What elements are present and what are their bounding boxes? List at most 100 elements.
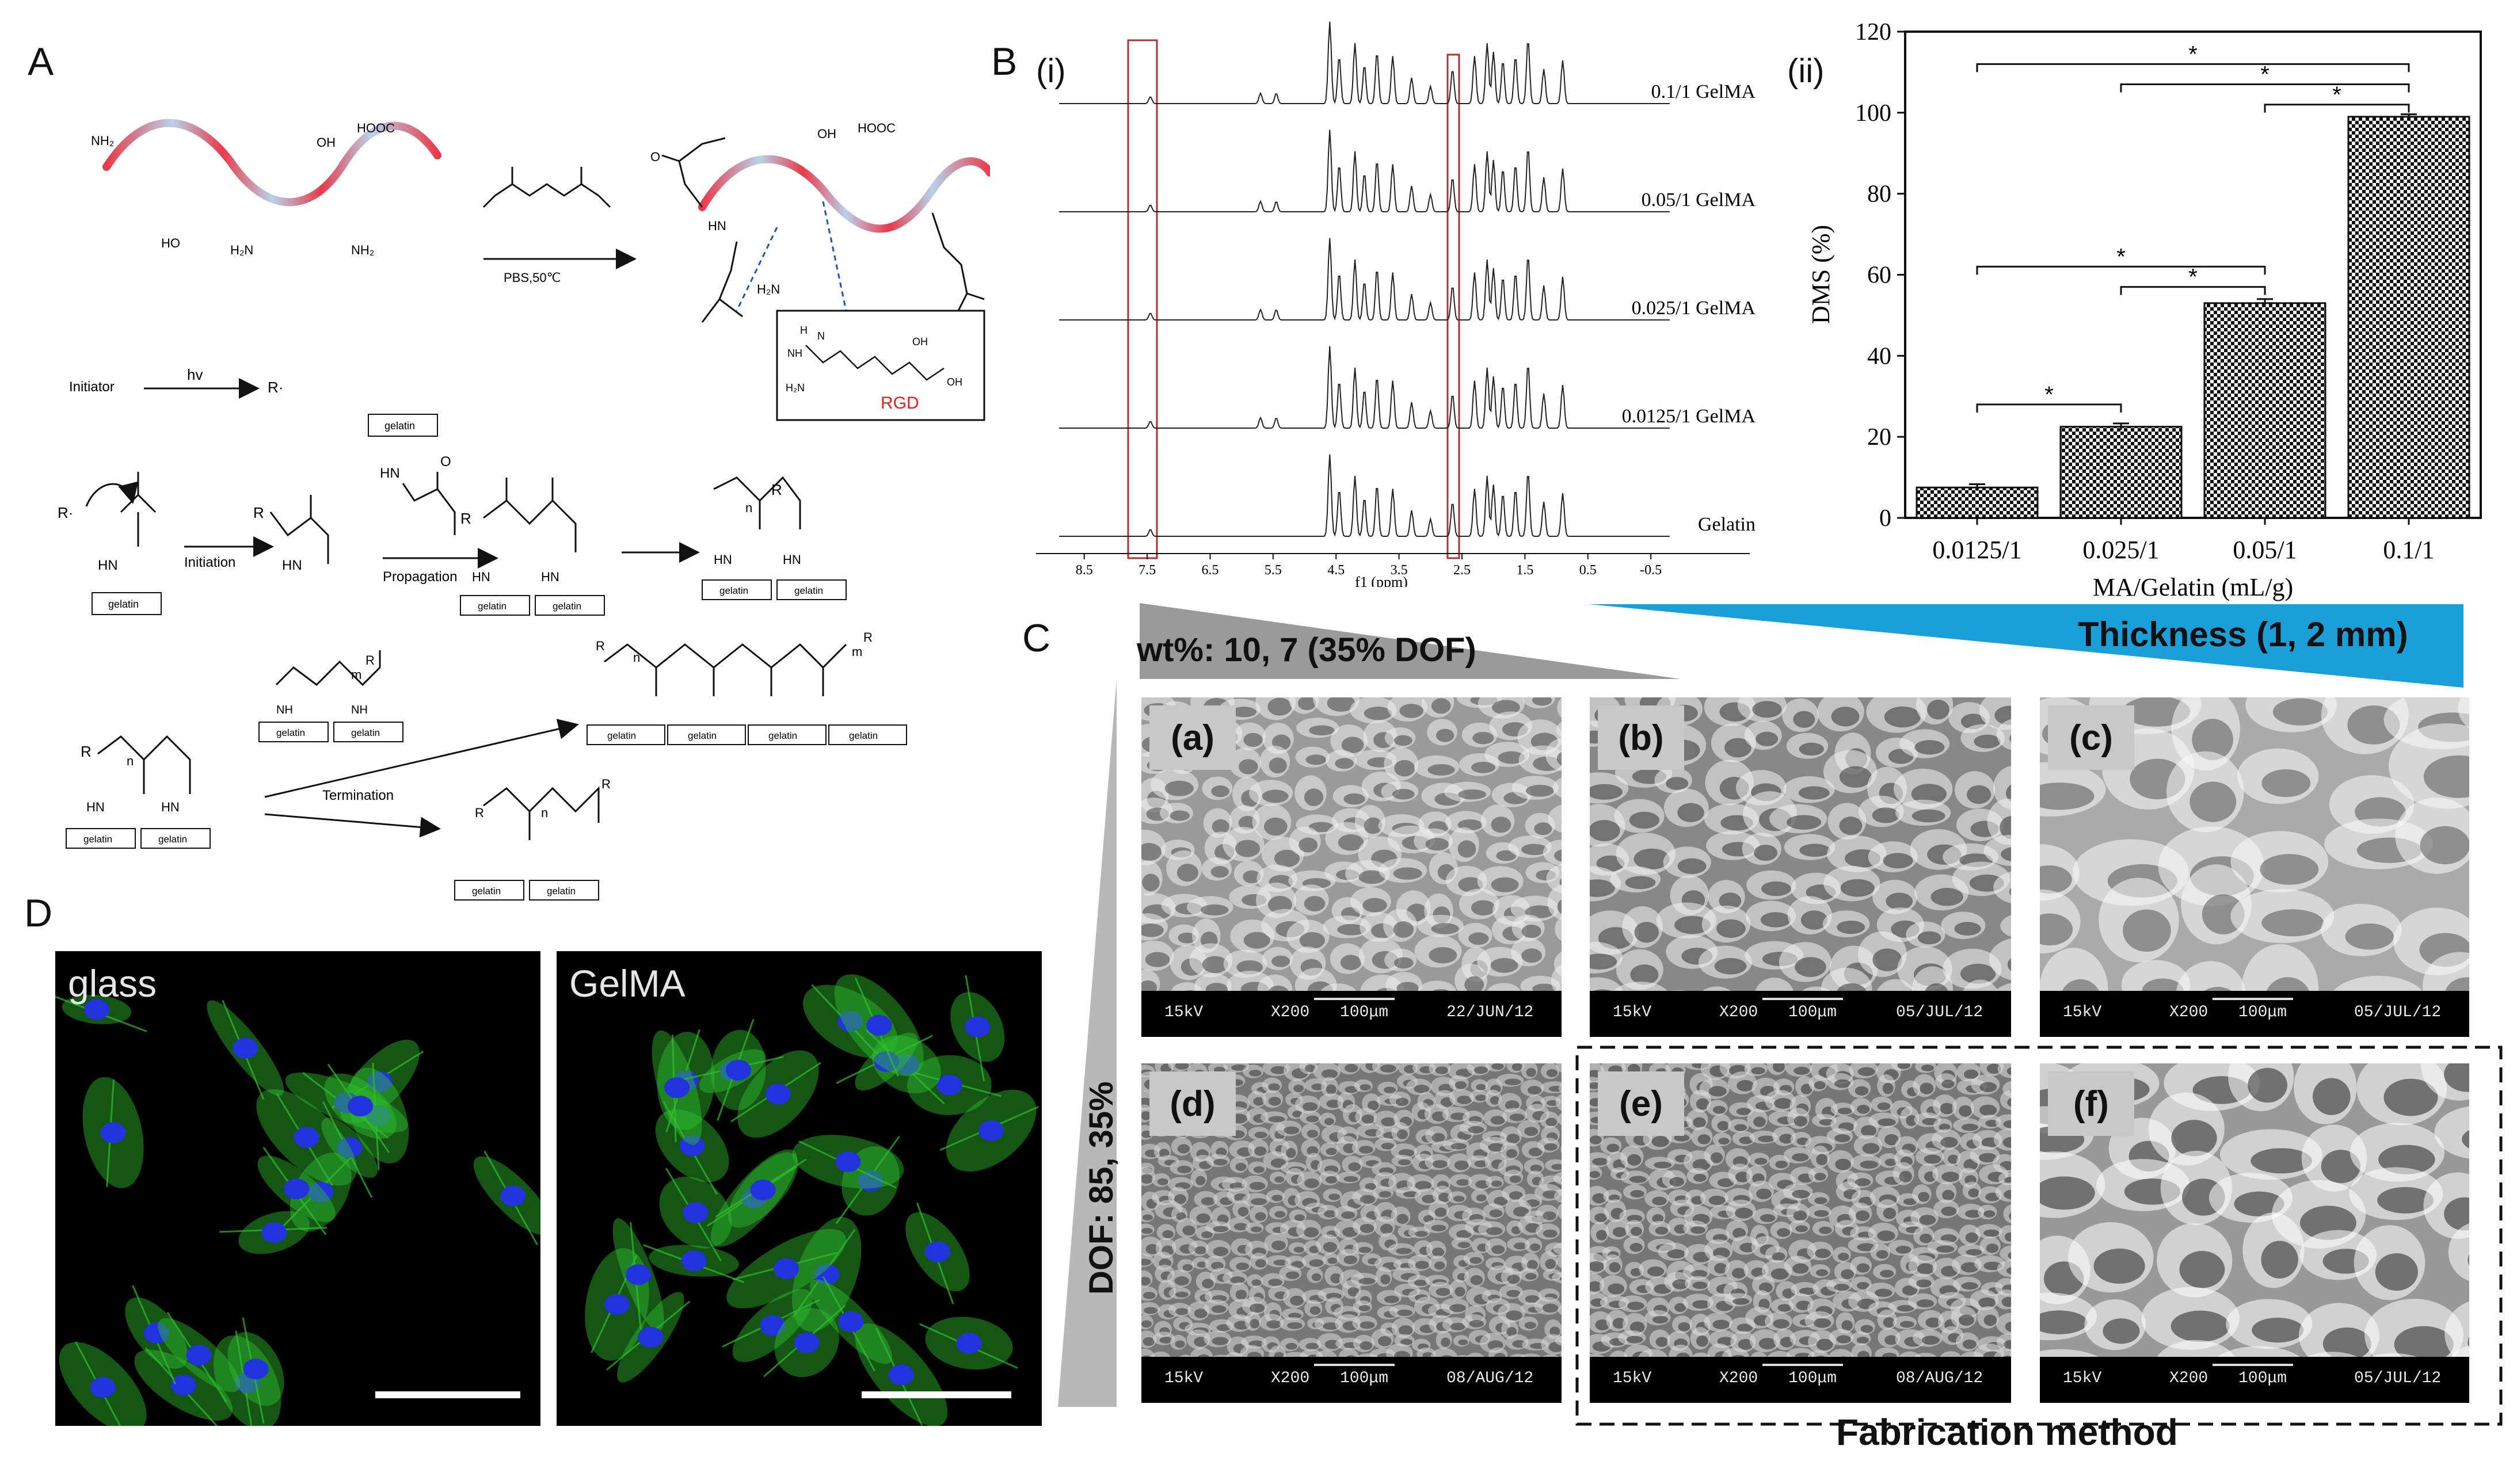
nucleus — [894, 1054, 920, 1075]
gelatin-box-10: gelatin — [158, 834, 187, 845]
sem-mag: X200 — [1271, 1369, 1310, 1387]
sem-tag: (a) — [1149, 705, 1236, 770]
y-tick-label: 120 — [1855, 19, 1891, 45]
nucleus — [924, 1241, 950, 1262]
gelatin-box-12: gelatin — [688, 730, 717, 741]
initiation-label: Initiation — [184, 555, 235, 570]
dms-bar-chart: 0 20 40 60 80 100 120 0.0125/1 0.025/1 0.05/1 0.1… — [1807, 19, 2482, 601]
o-label: O — [650, 150, 660, 164]
nucleus — [261, 1222, 287, 1243]
n-1: n — [745, 501, 752, 515]
significance-bracket — [2120, 286, 2266, 295]
sem-info-bar: 15kV X200 100μm 08/AUG/12 — [1141, 1357, 1562, 1403]
r-2: R — [460, 510, 471, 527]
nmr-x-tick-label: 8.5 — [1076, 563, 1093, 578]
sem-micrograph — [1590, 1063, 2011, 1357]
hn-1: HN — [98, 558, 118, 573]
nh2-group-2: NH₂ — [351, 243, 374, 257]
nmr-trace — [1059, 238, 1670, 321]
nucleus — [874, 1051, 900, 1072]
gelatin-box-5: gelatin — [719, 585, 748, 596]
h2n-label: H₂N — [757, 282, 780, 296]
r-1: R — [253, 504, 264, 521]
significance-star: * — [2188, 41, 2198, 67]
sem-info-bar: 15kV X200 100μm 08/AUG/12 — [1590, 1357, 2011, 1403]
termination-label: Termination — [322, 788, 394, 803]
rgd-atom-n: N — [817, 330, 825, 342]
gelma-cells — [585, 974, 1039, 1426]
m-1: m — [351, 667, 361, 682]
sem-date: 08/AUG/12 — [1896, 1369, 1983, 1387]
sem-tag: (f) — [2048, 1071, 2134, 1136]
nucleus — [725, 1059, 751, 1081]
bar-0.0125/1 — [1916, 486, 2039, 519]
n-3: n — [633, 650, 640, 665]
hn-4: HN — [472, 570, 490, 584]
fabrication-label: Fabrication method — [1836, 1411, 2178, 1453]
nmr-spectrum-labels: 0.1/1 GelMA 0.05/1 GelMA 0.025/1 GelMA 0.01… — [1622, 81, 1756, 535]
y-tick-label: 0 — [1879, 505, 1891, 532]
nucleus — [936, 1074, 962, 1096]
sem-mag: X200 — [2169, 1004, 2208, 1021]
nh2-group: NH₂ — [91, 133, 114, 148]
sem-kv: 15kV — [2063, 1004, 2102, 1021]
thickness-wedge — [1589, 604, 2463, 688]
nucleus — [774, 1258, 799, 1279]
nucleus — [814, 1264, 840, 1285]
nucleus — [837, 1011, 863, 1032]
ho-group: HO — [161, 236, 180, 250]
reaction-condition: PBS,50℃ — [504, 270, 561, 285]
significance-bracket — [1976, 265, 2266, 275]
sub-label-i: (i) — [1036, 52, 1066, 90]
rgd-label: RGD — [881, 394, 919, 413]
sem-scale-bar — [1762, 1364, 1843, 1366]
sem-info-bar: 15kV X200 100μm 05/JUL/12 — [2040, 991, 2469, 1037]
n-4: n — [541, 806, 548, 820]
sem-mag: X200 — [1719, 1004, 1758, 1021]
nmr-spectrum-label: 0.1/1 GelMA — [1651, 81, 1756, 102]
sem-info-bar: 15kV X200 100μm 05/JUL/12 — [2040, 1357, 2469, 1403]
m-2: m — [852, 644, 862, 659]
panel-label-a: A — [28, 40, 54, 83]
x-tick-label: 0.0125/1 — [1932, 536, 2021, 564]
nucleus — [794, 1332, 820, 1353]
nmr-x-label: f1 (ppm) — [1355, 574, 1408, 587]
rgd-box — [776, 310, 985, 421]
sem-info-bar: 15kV X200 100μm 22/JUN/12 — [1141, 991, 1562, 1037]
sem-scale-bar — [1314, 998, 1395, 1000]
sem-date: 22/JUN/12 — [1446, 1004, 1534, 1021]
significance-star: * — [2044, 382, 2054, 407]
gelatin-box-3: gelatin — [478, 601, 507, 612]
rgd-atom-oh-2: OH — [947, 376, 962, 388]
rgd-atom-h2n: H₂N — [786, 382, 805, 394]
nmr-x-tick-label: 5.5 — [1265, 563, 1282, 578]
sem-scale: 100μm — [1788, 1004, 1837, 1021]
nucleus — [681, 1250, 707, 1272]
nucleus — [90, 1376, 116, 1398]
hn-label: HN — [708, 219, 726, 233]
fluorescence-gelma: GelMA — [557, 951, 1042, 1426]
nmr-spectrum-label: 0.05/1 GelMA — [1642, 189, 1756, 211]
thickness-label: Thickness (1, 2 mm) — [2078, 615, 2408, 654]
nucleus — [365, 1105, 391, 1126]
gelma-chain — [698, 155, 990, 233]
sem-scale-bar — [2213, 1364, 2293, 1366]
nucleus — [956, 1333, 982, 1354]
r-6: R — [596, 639, 605, 653]
r-7: R — [863, 630, 873, 644]
gelatin-box-11: gelatin — [607, 730, 636, 741]
rgd-atom-h: H — [800, 325, 808, 336]
sem-kv: 15kV — [1613, 1369, 1652, 1387]
nmr-x-tick-label: 4.5 — [1327, 563, 1345, 578]
sem-tag: (b) — [1598, 705, 1684, 770]
wt-wedge — [1140, 603, 1681, 679]
radical-start: R· — [58, 504, 73, 521]
nucleus — [337, 1137, 363, 1158]
gelatin-box-4: gelatin — [553, 601, 581, 612]
significance-bracket — [2120, 83, 2410, 93]
hn-9: HN — [161, 800, 180, 814]
x-tick-label: 0.05/1 — [2233, 536, 2297, 564]
nh-1: NH — [276, 704, 293, 716]
methacrylic-anhydride — [482, 167, 611, 208]
